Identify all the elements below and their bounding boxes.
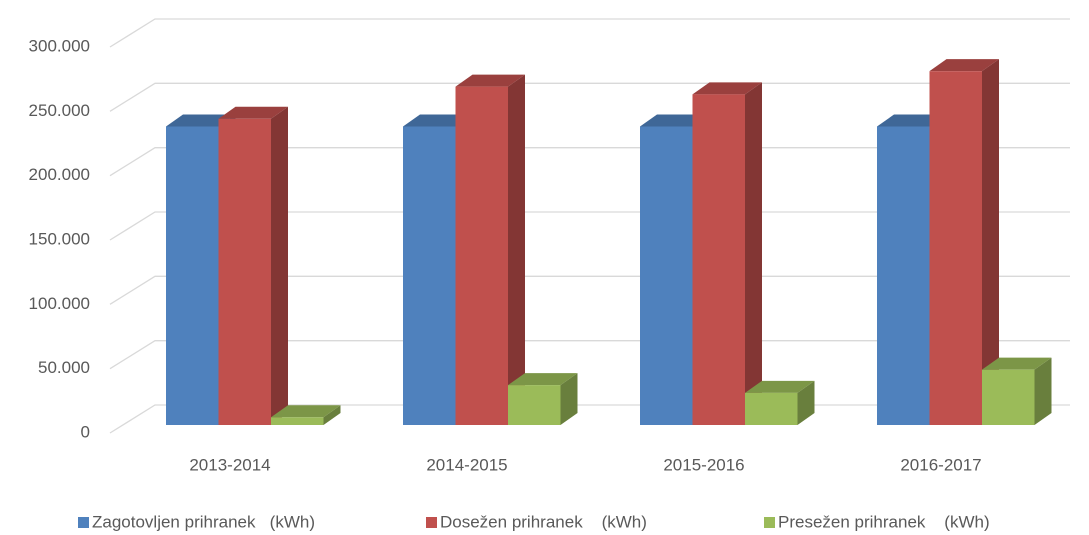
- bar-top: [218, 106, 288, 119]
- legend-swatch: [78, 517, 89, 528]
- y-tick-label: 200.000: [29, 165, 90, 184]
- bar-front: [640, 126, 693, 425]
- y-tick-label: 0: [81, 422, 90, 441]
- bar-side: [797, 380, 815, 425]
- bar-side: [271, 106, 288, 426]
- bar: [218, 106, 288, 426]
- bar-side: [982, 59, 999, 426]
- bar-front: [403, 126, 456, 425]
- bar-side: [745, 82, 762, 426]
- bar-front: [877, 126, 930, 425]
- legend-swatch: [426, 517, 437, 528]
- bar: [929, 59, 999, 426]
- bar-front: [166, 126, 219, 425]
- bar-top: [929, 59, 999, 72]
- bar-front: [692, 94, 745, 426]
- bar-side: [560, 373, 578, 425]
- grid-line: [109, 340, 1070, 370]
- grid-line: [109, 18, 1070, 48]
- bar: [692, 82, 762, 426]
- bar-top: [982, 357, 1052, 370]
- bar-top: [166, 114, 236, 127]
- bar-front: [218, 118, 271, 426]
- legend-label: Presežen prihranek (kWh): [778, 512, 990, 531]
- bar-top: [271, 405, 341, 418]
- y-tick-label: 250.000: [29, 101, 90, 120]
- x-tick-label: 2014-2015: [426, 455, 507, 474]
- grid-line: [109, 147, 1070, 177]
- legend-label: Zagotovljen prihranek (kWh): [92, 512, 315, 531]
- bar: [455, 74, 525, 426]
- bar-top: [508, 373, 578, 386]
- bar-side: [508, 74, 525, 426]
- bar-front: [929, 71, 982, 426]
- x-tick-label: 2015-2016: [663, 455, 744, 474]
- y-tick-label: 300.000: [29, 36, 90, 55]
- bar-top: [403, 114, 473, 127]
- grid-line: [109, 275, 1070, 305]
- bar-front: [745, 392, 798, 425]
- bar-front: [982, 369, 1035, 425]
- x-tick-label: 2016-2017: [900, 455, 981, 474]
- bar-front: [455, 86, 508, 426]
- bar-top: [455, 74, 525, 87]
- bar: [982, 357, 1052, 425]
- bar-side: [323, 405, 341, 425]
- bar-front: [508, 385, 561, 425]
- bar-top: [877, 114, 947, 127]
- bar-front: [271, 417, 324, 425]
- bar: [745, 380, 815, 425]
- bar-top: [692, 82, 762, 95]
- y-tick-label: 100.000: [29, 294, 90, 313]
- bar: [508, 373, 578, 425]
- y-tick-label: 150.000: [29, 229, 90, 248]
- grid-line: [109, 211, 1070, 241]
- y-tick-label: 50.000: [38, 358, 90, 377]
- bar-top: [640, 114, 710, 127]
- grid-line: [109, 82, 1070, 112]
- x-tick-label: 2013-2014: [189, 455, 270, 474]
- bar-top: [745, 380, 815, 393]
- legend-swatch: [764, 517, 775, 528]
- bar-side: [1034, 357, 1052, 425]
- bar: [271, 405, 341, 425]
- legend-label: Dosežen prihranek (kWh): [440, 512, 647, 531]
